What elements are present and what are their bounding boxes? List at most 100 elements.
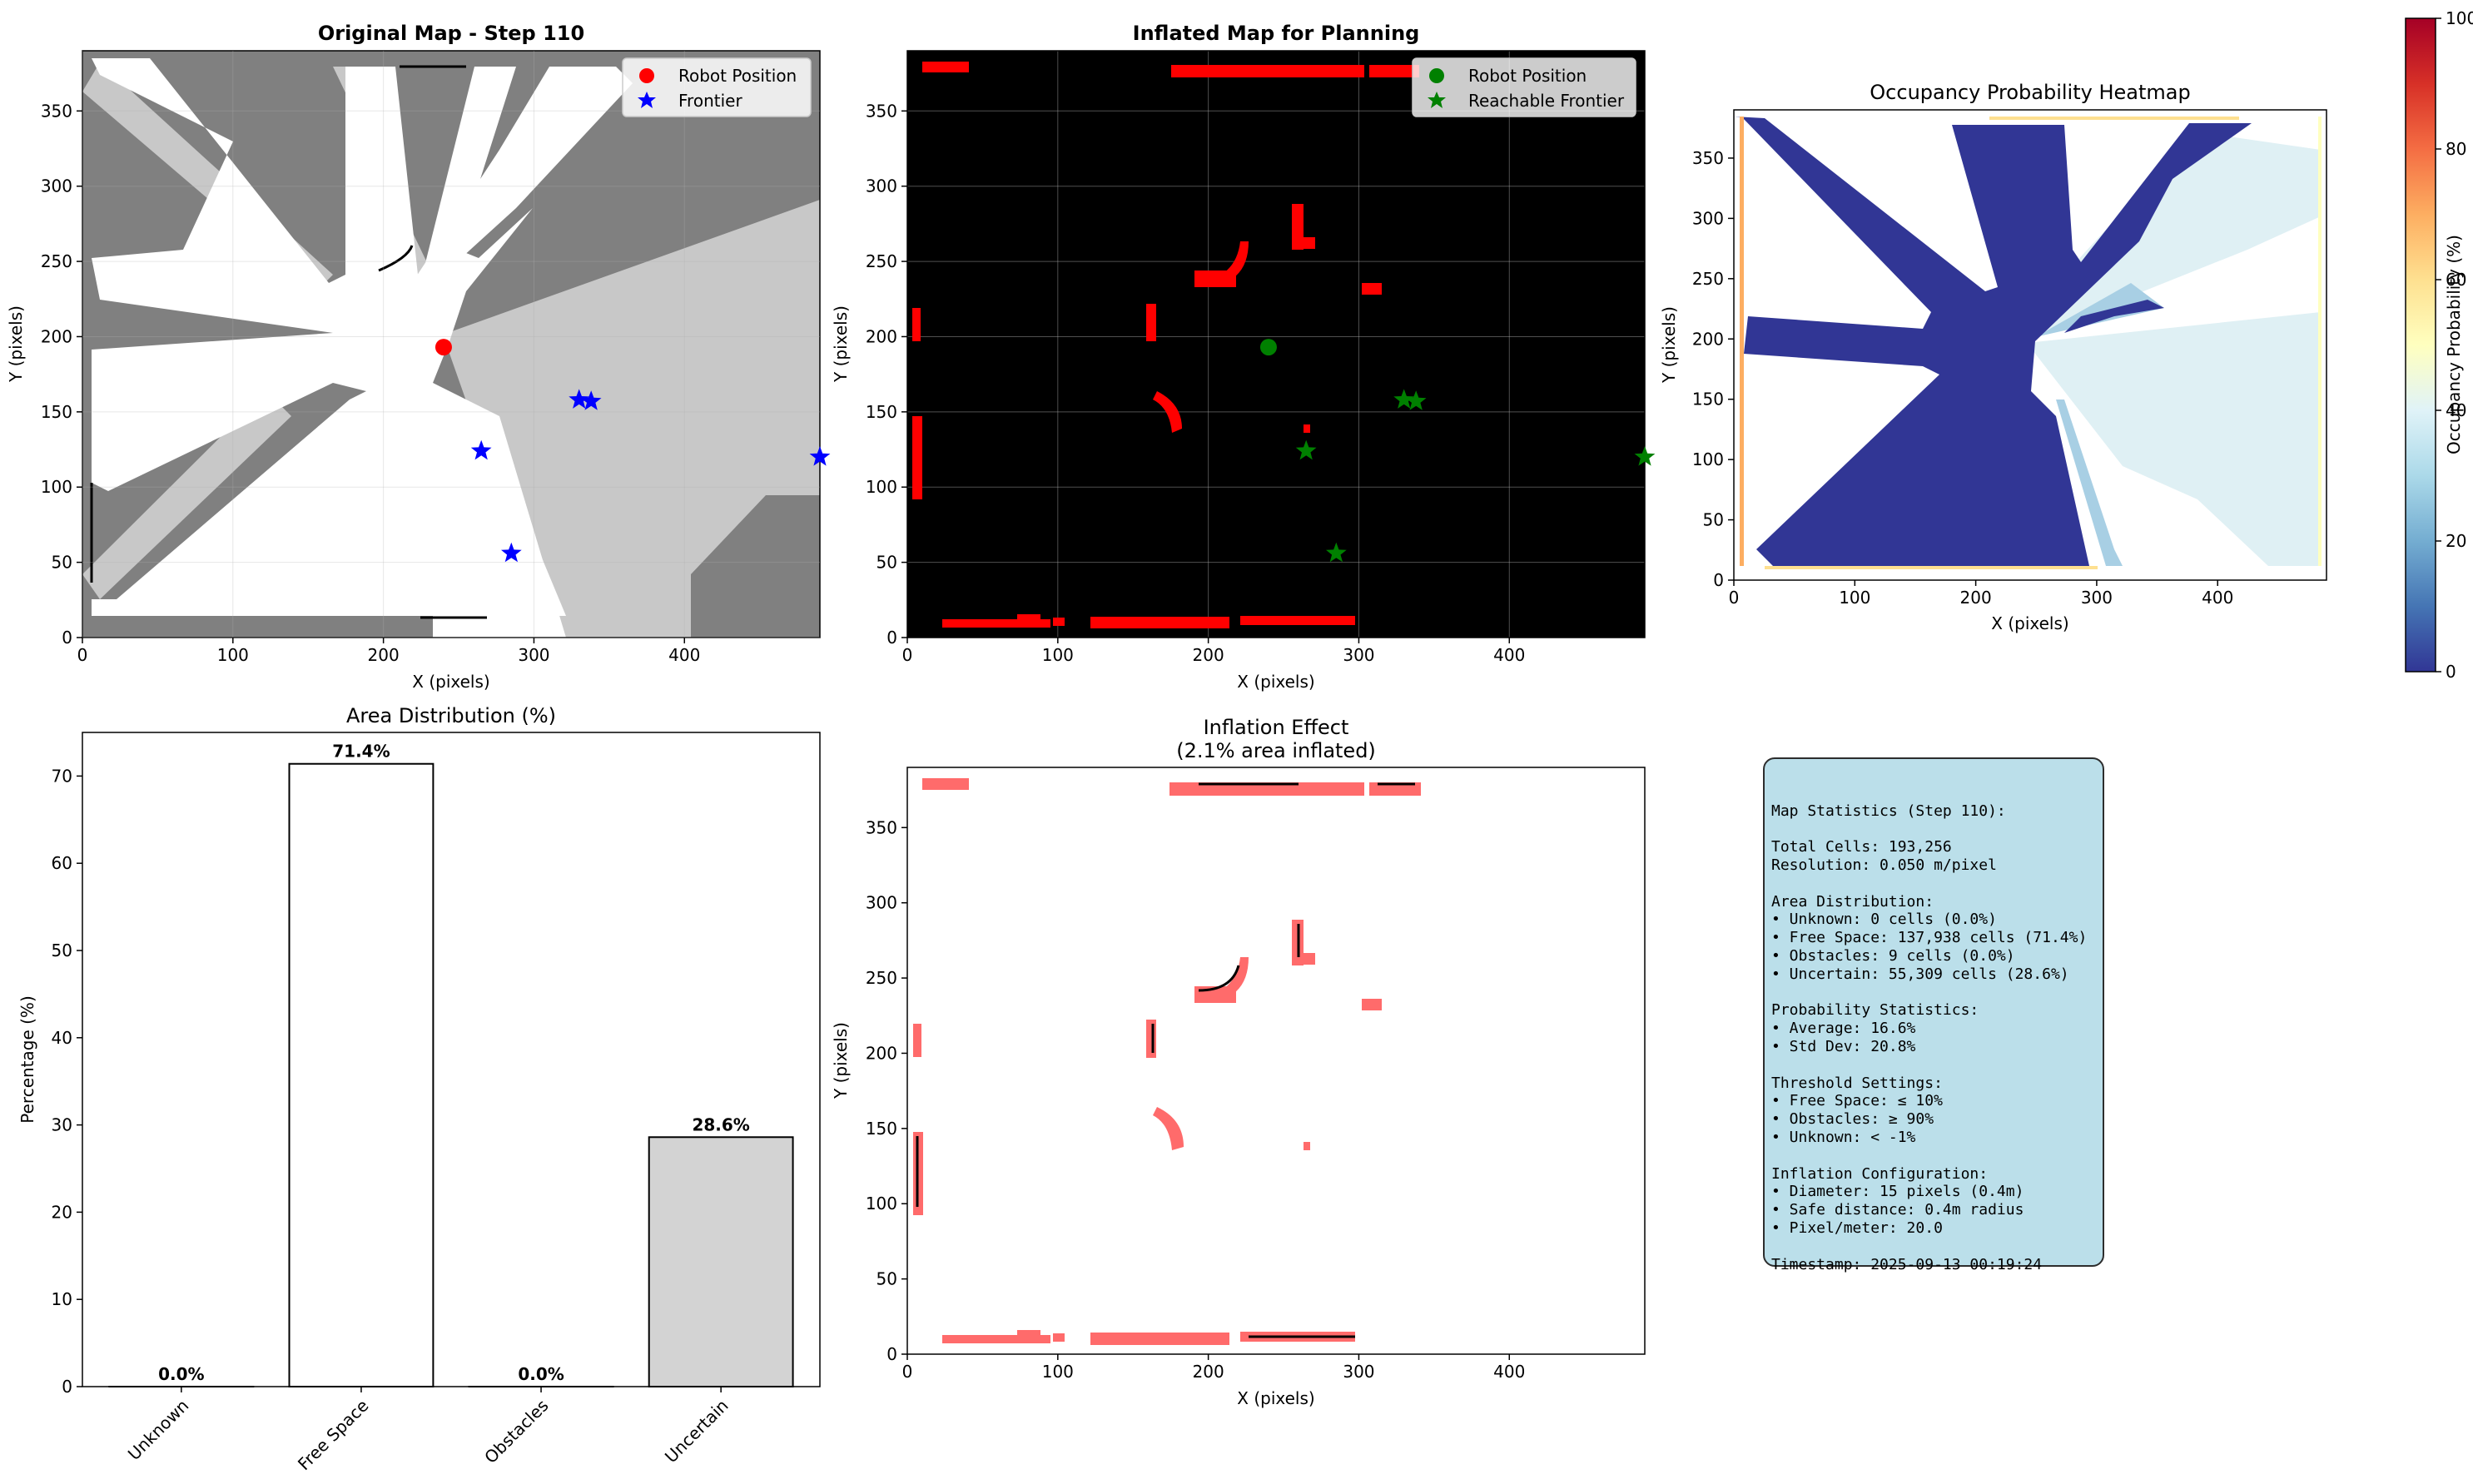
x-tick-label: 0 [902,645,913,665]
frontier-point [1634,446,1656,466]
area-ylabel: Percentage (%) [17,995,37,1123]
stats-line: • Obstacles: ≥ 90% [1771,1110,1934,1129]
stats-line [1771,820,2104,838]
stats-line: Total Cells: 193,256 [1771,838,1952,856]
stats-line: • Average: 16.6% [1771,1020,1916,1038]
stats-line: • Diameter: 15 pixels (0.4m) [1771,1183,2024,1201]
colorbar-tick-label: 0 [2446,662,2456,682]
heatmap-ylabel: Y (pixels) [1659,306,1679,384]
y-tick-label: 350 [1692,148,1724,168]
heatmap-image [1734,117,2322,569]
stats-line: • Free Space: 137,938 cells (71.4%) [1771,929,2088,947]
free-space-wedge [433,383,566,638]
x-tick-label: 200 [1193,1362,1224,1382]
legend-robot-label: Robot Position [678,66,797,86]
x-tick-label: 0 [77,645,88,665]
colorbar-tick-label: 60 [2446,270,2466,290]
y-tick-label: 350 [41,101,72,121]
inflation-xlabel: X (pixels) [1237,1388,1314,1408]
y-tick-label: 300 [866,176,897,196]
inflated-map-markers [1259,339,1656,563]
frontier-point [501,542,522,563]
bar-value-label: 71.4% [332,742,390,762]
heatmap-colorbar: 0 20 40 60 80 100 Occupancy Probability (%) [2405,8,2473,682]
original-map-ylabel: Y (pixels) [6,305,26,383]
category-label: Unknown [124,1396,193,1465]
stats-line: Threshold Settings: [1771,1074,1943,1092]
area-bar [648,1136,794,1387]
frontier-point [1393,389,1415,409]
inflation-title: Inflation Effect [1204,716,1349,739]
heatmap-free-region [1734,117,2252,566]
inflation-original-obstacles [916,782,1415,1338]
y-tick-label: 0 [62,628,72,648]
stats-line: Area Distribution: [1771,892,1934,911]
stats-line [1771,1238,2104,1256]
x-tick-label: 0 [902,1362,913,1382]
y-tick-label: 10 [52,1289,72,1309]
inflated-map-title: Inflated Map for Planning [1133,22,1420,45]
x-tick-label: 200 [368,645,400,665]
x-tick-label: 300 [518,645,549,665]
frontier-point [1405,390,1427,410]
original-map-axes: 0 100 200 300 400 0 50 100 150 200 250 300 350 [41,101,701,665]
y-tick-label: 250 [41,251,72,271]
y-tick-label: 60 [52,853,72,873]
inflation-effect-panel: 0 100 200 300 400 0 50 100 150 200 250 300 350 Infla… [831,716,1646,1408]
original-map-xlabel: X (pixels) [412,672,489,692]
inflated-map-axes: 0 100 200 300 400 0 50 100 150 200 250 300 350 [866,101,1526,665]
y-tick-label: 150 [866,402,897,422]
y-tick-label: 100 [866,1194,897,1214]
frontier-point [1326,542,1347,563]
stats-line [1771,984,2104,1002]
y-tick-label: 300 [1692,208,1724,228]
original-map-markers [435,339,831,563]
y-tick-label: 50 [52,941,72,960]
y-tick-label: 20 [52,1202,72,1222]
legend-frontier-label: Frontier [678,91,742,111]
category-label: Free Space [294,1396,373,1475]
y-tick-label: 250 [866,251,897,271]
x-tick-label: 100 [217,645,249,665]
y-tick-label: 50 [876,553,897,573]
x-tick-label: 300 [1343,645,1374,665]
y-tick-label: 250 [866,968,897,988]
area-bars: 0.0% 71.4% 0.0% 28.6% [108,742,794,1388]
legend-reachable-star [1428,92,1446,108]
x-tick-label: 400 [668,645,700,665]
legend-reachable-label: Reachable Frontier [1468,91,1625,111]
heatmap-axes: 0 100 200 300 400 0 50 100 150 200 250 300 350 [1692,148,2234,608]
frontier-point [470,439,492,460]
x-tick-label: 0 [1729,588,1740,608]
original-map-panel: 0 100 200 300 400 0 50 100 150 200 250 300 350 Origi… [6,22,831,692]
frontier-point [569,389,590,409]
bar-value-label: 28.6% [692,1114,749,1134]
stats-line: Map Statistics (Step 110): [1771,802,2006,820]
colorbar-tick-label: 40 [2446,400,2466,420]
category-label: Uncertain [661,1396,732,1467]
stats-line [1771,1056,2104,1075]
inflated-map-panel: 0 100 200 300 400 0 50 100 150 200 250 300 350 Infla… [831,22,1656,692]
bar-value-label: 0.0% [158,1364,204,1384]
x-tick-label: 400 [2202,588,2233,608]
y-tick-label: 100 [41,477,72,497]
y-tick-label: 0 [886,1344,897,1364]
y-tick-label: 300 [866,893,897,913]
y-tick-label: 200 [41,326,72,346]
original-map-legend: Robot Position Frontier [622,57,812,117]
area-bar [288,762,435,1387]
heatmap-low-band [2035,283,2164,566]
y-tick-label: 200 [866,1043,897,1063]
original-map-title: Original Map - Step 110 [318,22,584,45]
stats-line: • Unknown: < -1% [1771,1128,1916,1146]
legend-robot-label-b: Robot Position [1468,66,1587,86]
y-tick-label: 150 [866,1119,897,1139]
y-tick-label: 70 [52,766,72,786]
stats-line: Resolution: 0.050 m/pixel [1771,856,1997,874]
stats-box [1763,757,2104,1267]
robot-position-point [1259,339,1277,356]
y-tick-label: 150 [41,402,72,422]
inflated-map-grid [906,51,1645,638]
colorbar-ticks: 0 20 40 60 80 100 [2436,8,2473,682]
